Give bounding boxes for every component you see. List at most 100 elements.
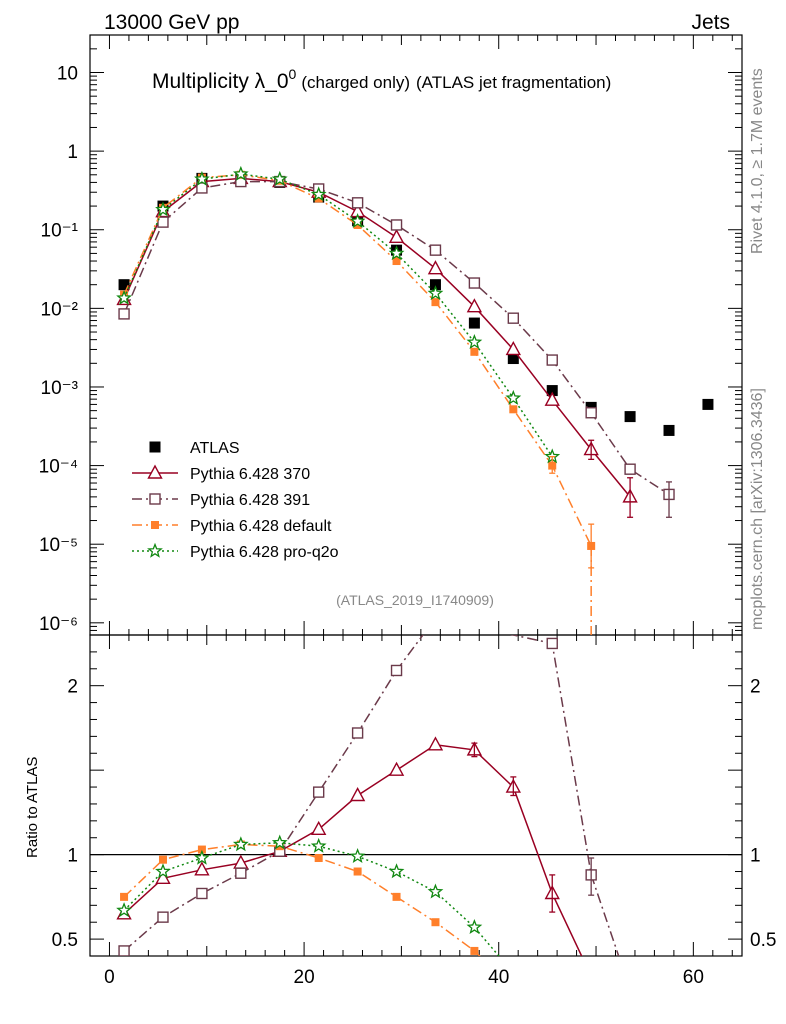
- data-point: [507, 353, 519, 365]
- data-point: [466, 334, 483, 350]
- legend-item: ATLAS: [149, 440, 240, 457]
- ratio-point: [116, 902, 132, 918]
- legend-label: ATLAS: [190, 440, 240, 457]
- ratio-point: [271, 834, 288, 850]
- x-tick-label: 40: [488, 967, 509, 988]
- ratio-y-tick-label-left: 1: [67, 846, 78, 867]
- series-line: [123, 177, 631, 498]
- data-point: [429, 279, 441, 291]
- ratio-point: [390, 664, 403, 677]
- header-process-label: Jets: [691, 11, 730, 34]
- data-point: [271, 170, 288, 186]
- legend-item: Pythia 6.428 pro-q2o: [132, 542, 339, 561]
- data-point: [118, 279, 130, 291]
- main-panel-frame: [89, 34, 743, 636]
- ratio-point: [353, 867, 362, 876]
- data-point: [427, 260, 444, 275]
- series-line: [123, 173, 553, 458]
- legend-item: Pythia 6.428 370: [132, 464, 310, 483]
- ratio-point: [235, 867, 247, 879]
- data-point: [585, 407, 597, 419]
- data-point: [468, 277, 481, 289]
- main-y-tick-label: 10: [57, 64, 78, 85]
- x-tick-label: 0: [104, 967, 115, 988]
- header-energy-label: 13000 GeV pp: [104, 11, 239, 34]
- ratio-point: [349, 848, 366, 864]
- ratio-point: [196, 887, 208, 900]
- ratio-point: [312, 786, 325, 798]
- data-point: [544, 391, 560, 406]
- ratio-point: [157, 911, 169, 923]
- legend-item: Pythia 6.428 391: [132, 492, 310, 509]
- ratio-point: [118, 945, 130, 956]
- ratio-point: [466, 918, 483, 934]
- data-point: [116, 289, 132, 305]
- main-axis-ticks: 10 1 10⁻¹ 10⁻² 10⁻³ 10⁻⁴ 10⁻⁵ 10⁻⁶: [39, 34, 742, 636]
- ratio-point: [155, 863, 171, 879]
- ratio-point: [197, 845, 206, 854]
- data-point: [429, 244, 442, 256]
- ratio-y-tick-label-right: 2: [750, 677, 761, 698]
- legend-label: Pythia 6.428 pro-q2o: [190, 544, 339, 561]
- data-point: [196, 182, 208, 194]
- data-point: [505, 340, 521, 356]
- x-tick-label: 60: [683, 967, 704, 988]
- ratio-point: [314, 854, 323, 863]
- plot-title-tail: (ATLAS jet fragmentation): [416, 73, 611, 92]
- data-point: [509, 405, 518, 414]
- ratio-y-tick-label-right: 0.5: [750, 930, 776, 951]
- ratio-point: [310, 837, 327, 853]
- data-point: [507, 312, 520, 324]
- ratio-panel-frame: [89, 634, 743, 957]
- data-point: [390, 219, 403, 231]
- legend-marker: [147, 542, 163, 558]
- rivet-version-label: Rivet 4.1.0, ≥ 1.7M events: [749, 68, 766, 254]
- data-point: [194, 170, 210, 186]
- data-point: [546, 385, 558, 397]
- x-tick-label: 20: [294, 967, 315, 988]
- ratio-y-tick-label-left: 2: [67, 677, 78, 698]
- main-y-tick-label: 1: [67, 142, 78, 163]
- data-point: [353, 220, 362, 229]
- data-point: [310, 186, 327, 202]
- data-point: [392, 257, 401, 266]
- legend-marker: [149, 441, 161, 453]
- legend-marker: [147, 464, 163, 479]
- legend-marker: [149, 493, 161, 505]
- ratio-series-line: [123, 744, 583, 956]
- main-y-tick-label: 10⁻⁴: [39, 457, 78, 478]
- data-point: [468, 317, 480, 329]
- ratio-point: [431, 918, 440, 927]
- ratio-point: [120, 892, 129, 901]
- legend-label: Pythia 6.428 391: [190, 492, 310, 509]
- data-point: [624, 463, 636, 475]
- data-point: [505, 389, 522, 405]
- legend-marker: [151, 521, 159, 529]
- main-y-tick-label: 10⁻⁶: [39, 614, 78, 635]
- data-point: [466, 298, 483, 313]
- data-point: [624, 411, 636, 423]
- ratio-point: [351, 727, 364, 739]
- ratio-axis-ticks: 2 2 1 1 0.5 0.5 0 20 40 60: [52, 634, 776, 988]
- main-y-tick-label: 10⁻⁵: [39, 535, 78, 556]
- data-point: [431, 298, 440, 307]
- ratio-point: [388, 863, 405, 879]
- ratio-point: [349, 787, 366, 802]
- plot-title-superscript: 0: [289, 66, 297, 82]
- ratio-series-group: [116, 635, 620, 956]
- ratio-series-pythia-6-428-default: [120, 840, 481, 956]
- legend-item: Pythia 6.428 default: [132, 518, 332, 535]
- plot-title-main: Multiplicity λ_0: [152, 70, 289, 93]
- data-point: [470, 347, 479, 356]
- ratio-point: [470, 946, 479, 955]
- legend-label: Pythia 6.428 default: [190, 518, 332, 535]
- data-point: [427, 285, 444, 301]
- main-y-tick-label: 10⁻¹: [41, 221, 79, 242]
- main-series-group: [116, 165, 714, 635]
- data-point: [157, 216, 169, 228]
- ratio-point: [194, 849, 210, 865]
- mcplots-reference-label: mcplots.cern.ch [arXiv:1306.3436]: [749, 388, 766, 630]
- ratio-point: [427, 736, 444, 751]
- ratio-point: [311, 820, 327, 835]
